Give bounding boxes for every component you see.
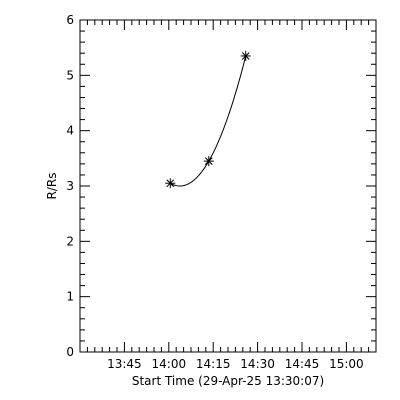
x-tick-label: 14:45 (285, 357, 320, 371)
x-tick-label: 13:45 (107, 357, 142, 371)
x-axis-label: Start Time (29-Apr-25 13:30:07) (132, 374, 324, 388)
x-tick-label: 15:00 (329, 357, 364, 371)
y-tick-label: 5 (66, 68, 74, 82)
y-tick-label: 1 (66, 290, 74, 304)
x-ticks: 13:45 14:00 14:15 14:30 14:45 15:00 (79, 20, 377, 371)
y-ticks: 0 1 2 3 4 5 6 (66, 13, 376, 359)
y-tick-label: 2 (66, 234, 74, 248)
data-point (203, 156, 214, 167)
y-tick-label: 0 (66, 345, 74, 359)
y-tick-label: 6 (66, 13, 74, 27)
data-point (165, 178, 176, 189)
x-tick-label: 14:30 (240, 357, 275, 371)
y-tick-label: 4 (66, 124, 74, 138)
y-axis-label: R/Rs (45, 173, 59, 200)
y-tick-label: 3 (66, 179, 74, 193)
x-tick-label: 14:15 (196, 357, 231, 371)
data-markers (165, 50, 251, 189)
plot-frame (79, 19, 377, 353)
fit-line (170, 55, 247, 187)
data-point (240, 50, 251, 61)
x-tick-label: 14:00 (152, 357, 187, 371)
